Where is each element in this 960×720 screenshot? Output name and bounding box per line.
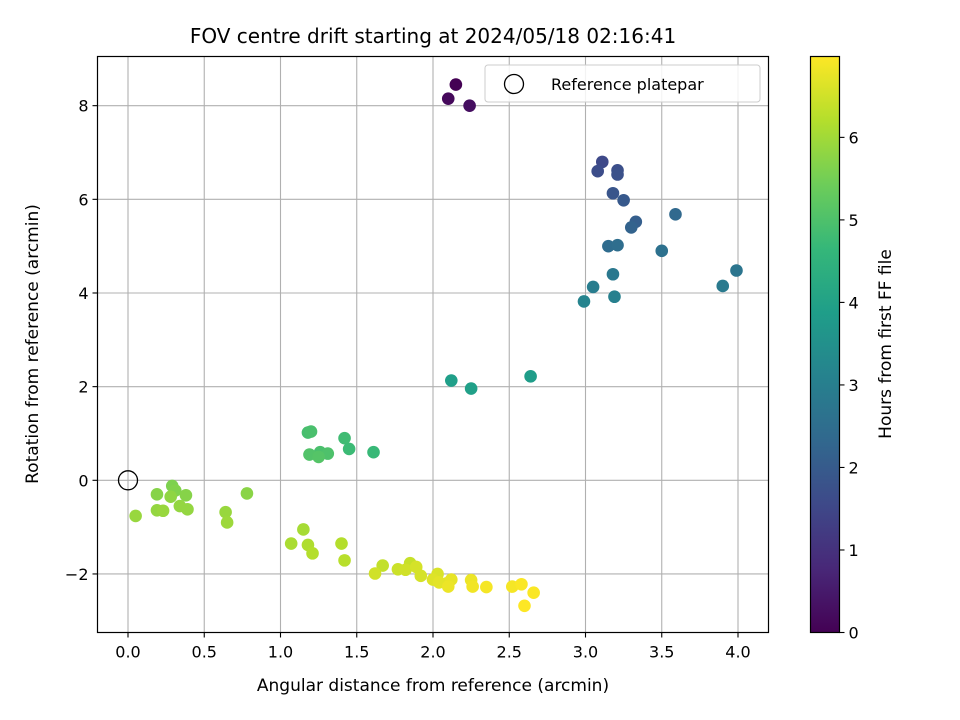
colorbar-ticks: 0 1 2 3 4 5 6: [839, 128, 859, 643]
colorbar-tick-label: 6: [849, 128, 859, 147]
y-tick-label: 6: [78, 190, 88, 209]
x-tick-label: 2.5: [497, 643, 522, 662]
x-tick-label: 1.0: [268, 643, 293, 662]
colorbar-tick-label: 4: [849, 293, 859, 312]
data-point: [669, 208, 682, 221]
data-point: [240, 487, 254, 500]
data-point: [606, 186, 620, 200]
colorbar-tick-label: 0: [849, 624, 859, 643]
data-point: [414, 569, 428, 583]
data-point: [518, 599, 531, 613]
data-point: [156, 504, 170, 518]
data-point: [602, 239, 615, 253]
data-point: [464, 382, 478, 395]
data-point: [449, 78, 463, 91]
x-tick-label: 3.5: [649, 643, 674, 662]
data-point: [335, 537, 348, 550]
data-point: [312, 450, 325, 464]
data-point: [524, 370, 537, 383]
legend-entry-reference: Reference platepar: [551, 75, 704, 94]
data-point: [586, 280, 600, 294]
scatter-series: [129, 78, 743, 613]
x-tick-label: 4.0: [725, 643, 750, 662]
y-tick-label: −2: [65, 565, 89, 584]
chart-title: FOV centre drift starting at 2024/05/18 …: [190, 24, 676, 48]
data-point: [304, 425, 318, 438]
data-point: [338, 431, 351, 445]
data-point: [441, 580, 455, 593]
data-point: [367, 445, 380, 459]
data-point: [368, 567, 382, 580]
colorbar-tick-label: 5: [849, 211, 859, 230]
data-point: [376, 559, 389, 572]
data-point: [150, 488, 164, 501]
data-point: [611, 168, 624, 181]
y-tick-label: 8: [78, 97, 88, 116]
data-point: [164, 490, 177, 503]
x-tick-label: 0.5: [192, 643, 217, 662]
y-tick-label: 2: [78, 378, 88, 397]
data-point: [608, 290, 621, 304]
y-tick-label: 4: [78, 284, 88, 303]
data-point: [606, 267, 620, 281]
data-point: [219, 505, 232, 519]
data-point: [624, 221, 638, 234]
y-axis-ticks: −2 0 2 4 6 8: [65, 97, 98, 584]
x-tick-label: 0.0: [115, 643, 140, 662]
x-axis-ticks: 0.0 0.5 1.0 1.5 2.0 2.5 3.0 3.5 4.0: [115, 632, 751, 662]
data-point: [445, 374, 458, 387]
data-point: [577, 295, 591, 308]
data-point: [617, 193, 630, 207]
reference-layer: [117, 470, 139, 491]
data-point: [591, 164, 604, 178]
data-point: [515, 577, 528, 591]
colorbar: [809, 55, 841, 634]
data-point: [338, 554, 351, 567]
data-point: [297, 523, 310, 536]
y-axis-label: Rotation from reference (arcmin): [23, 204, 43, 484]
data-point: [342, 442, 356, 456]
data-point: [466, 580, 479, 593]
data-point: [129, 509, 142, 523]
legend-box: [484, 64, 761, 103]
data-point: [595, 155, 609, 169]
reference-platepar-marker: [117, 470, 139, 491]
colorbar-tick-label: 2: [849, 458, 859, 477]
x-tick-label: 2.0: [420, 643, 445, 662]
x-tick-label: 1.5: [344, 643, 369, 662]
data-point: [181, 503, 194, 516]
data-point: [480, 580, 493, 594]
data-point: [179, 488, 193, 502]
y-tick-label: 0: [78, 471, 88, 490]
x-axis-label: Angular distance from reference (arcmin): [257, 676, 609, 696]
legend: Reference platepar: [484, 64, 761, 103]
data-point: [220, 516, 234, 529]
data-point: [655, 244, 669, 258]
colorbar-tick-label: 3: [849, 376, 859, 395]
data-point: [716, 279, 730, 293]
data-point: [730, 264, 743, 277]
x-tick-label: 3.0: [573, 643, 598, 662]
data-point: [611, 238, 624, 252]
data-point: [527, 586, 540, 599]
data-point: [284, 537, 298, 550]
data-point: [463, 99, 476, 112]
colorbar-tick-label: 1: [849, 541, 859, 560]
data-point: [441, 92, 455, 105]
legend-marker-reference: [503, 73, 525, 95]
data-point: [399, 563, 412, 577]
data-point: [306, 547, 319, 560]
colorbar-label: Hours from first FF file: [876, 249, 896, 439]
